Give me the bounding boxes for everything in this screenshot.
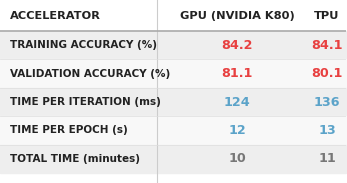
Text: GPU (NVIDIA K80): GPU (NVIDIA K80) <box>180 11 294 20</box>
Text: 11: 11 <box>318 152 336 165</box>
Text: 12: 12 <box>228 124 246 137</box>
Text: TIME PER EPOCH (s): TIME PER EPOCH (s) <box>10 125 128 135</box>
Bar <box>0 88 346 116</box>
Text: 136: 136 <box>314 96 340 109</box>
Text: 80.1: 80.1 <box>311 67 343 80</box>
Text: 10: 10 <box>228 152 246 165</box>
Text: 84.2: 84.2 <box>221 39 253 52</box>
Text: TPU: TPU <box>314 11 340 20</box>
Bar <box>0 116 346 145</box>
Text: TOTAL TIME (minutes): TOTAL TIME (minutes) <box>10 154 141 164</box>
Bar <box>0 59 346 88</box>
Bar <box>0 0 346 31</box>
Text: ACCELERATOR: ACCELERATOR <box>10 11 101 20</box>
Text: 84.1: 84.1 <box>311 39 343 52</box>
Text: VALIDATION ACCURACY (%): VALIDATION ACCURACY (%) <box>10 69 171 79</box>
Bar <box>0 145 346 173</box>
Text: 81.1: 81.1 <box>221 67 253 80</box>
Text: 13: 13 <box>318 124 336 137</box>
Bar <box>0 31 346 59</box>
Text: 124: 124 <box>224 96 251 109</box>
Text: TRAINING ACCURACY (%): TRAINING ACCURACY (%) <box>10 40 158 50</box>
Text: TIME PER ITERATION (ms): TIME PER ITERATION (ms) <box>10 97 161 107</box>
